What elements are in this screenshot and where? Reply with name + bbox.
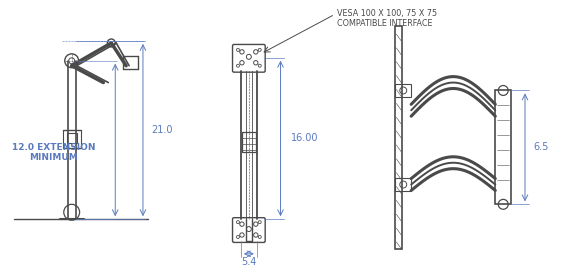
Bar [242, 132, 256, 152]
Text: MINIMUM: MINIMUM [29, 153, 78, 162]
Bar [395, 178, 411, 191]
Text: COMPATIBLE INTERFACE: COMPATIBLE INTERFACE [337, 19, 433, 28]
Text: 5.4: 5.4 [241, 257, 257, 267]
Bar [395, 84, 411, 97]
Text: 16.00: 16.00 [292, 133, 319, 143]
Text: 6.5: 6.5 [533, 142, 548, 152]
Text: VESA 100 X 100, 75 X 75: VESA 100 X 100, 75 X 75 [337, 9, 437, 18]
Text: 21.0: 21.0 [151, 125, 173, 135]
Bar [67, 133, 77, 143]
Text: 12.0 EXTENSION: 12.0 EXTENSION [12, 143, 96, 152]
Bar [495, 90, 511, 204]
Bar [395, 26, 402, 249]
